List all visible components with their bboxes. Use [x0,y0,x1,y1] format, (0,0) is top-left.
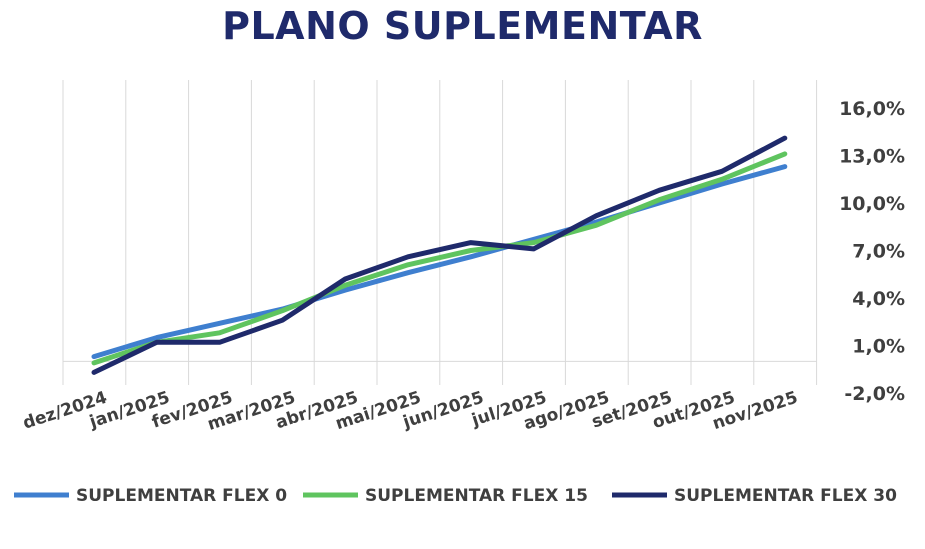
legend-label: SUPLEMENTAR FLEX 0 [76,486,287,506]
x-axis-ticks: dez/2024jan/2025fev/2025mar/2025abr/2025… [21,388,801,435]
y-tick-label: 1,0% [852,336,905,358]
legend-label: SUPLEMENTAR FLEX 30 [674,486,897,506]
y-tick-label: 10,0% [839,193,905,215]
legend: SUPLEMENTAR FLEX 0 SUPLEMENTAR FLEX 15 SUP… [14,486,897,506]
series-line-3 [91,135,788,375]
legend-label: SUPLEMENTAR FLEX 15 [365,486,588,506]
series-line-1 [91,164,788,360]
y-tick-label: 7,0% [852,241,905,263]
y-tick-label: 4,0% [852,288,905,310]
y-tick-label: 16,0% [839,98,905,120]
y-axis-ticks: 16,0% 13,0% 10,0% 7,0% 4,0% 1,0% -2,0% [839,98,905,405]
y-tick-label: 13,0% [839,146,905,168]
series-line-2 [91,151,788,366]
chart-title: PLANO SUPLEMENTAR [222,4,703,48]
grid-layer [62,80,818,385]
y-tick-label: -2,0% [844,383,905,405]
series-layer [91,135,788,375]
